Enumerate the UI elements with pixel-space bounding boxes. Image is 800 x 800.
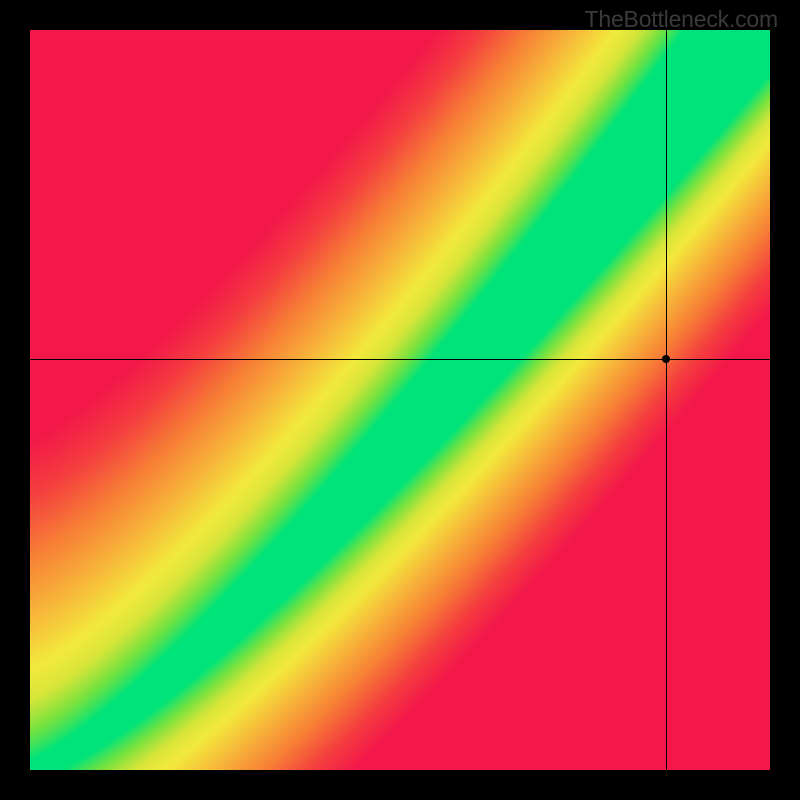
crosshair-vertical — [666, 30, 667, 770]
heatmap-canvas — [30, 30, 770, 770]
heatmap-plot — [30, 30, 770, 770]
crosshair-horizontal — [30, 359, 770, 360]
crosshair-marker-dot — [662, 355, 670, 363]
watermark-text: TheBottleneck.com — [585, 6, 778, 33]
